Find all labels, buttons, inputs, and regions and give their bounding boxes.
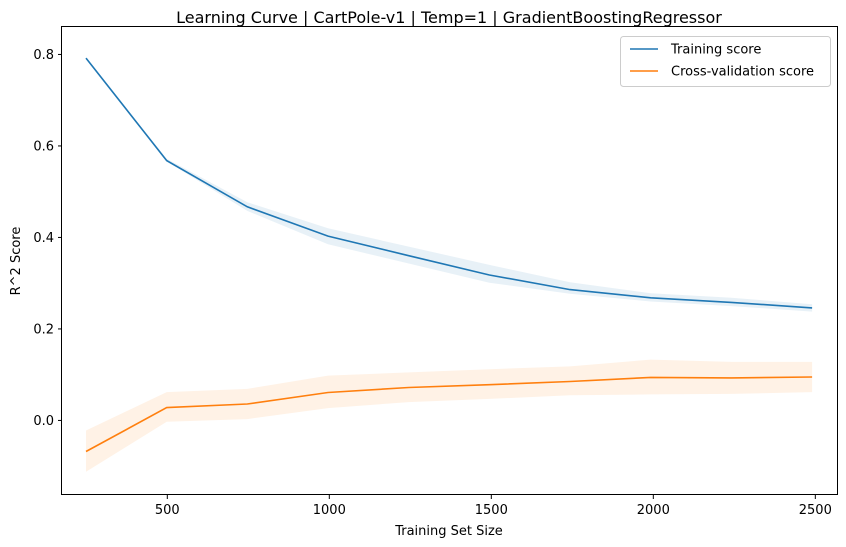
legend-label-0: Training score — [670, 43, 761, 58]
y-tick-label: 0.8 — [33, 48, 54, 63]
x-tick-label: 1500 — [475, 503, 508, 518]
x-axis-label: Training Set Size — [394, 524, 503, 539]
series-line-0 — [85, 57, 813, 309]
y-tick-label: 0.0 — [33, 414, 54, 429]
x-tick-label: 500 — [155, 503, 180, 518]
y-tick-label: 0.4 — [33, 231, 54, 246]
band-0 — [86, 58, 813, 312]
x-tick-label: 2500 — [799, 503, 832, 518]
y-tick-label: 0.2 — [33, 322, 54, 337]
legend-label-1: Cross-validation score — [671, 65, 814, 80]
x-axis: 500 1000 1500 2000 2500 — [155, 495, 832, 518]
x-tick-label: 1000 — [313, 503, 346, 518]
legend-box — [620, 36, 831, 87]
confidence-bands — [86, 58, 813, 472]
series-lines — [85, 57, 813, 453]
y-axis: 0.0 0.2 0.4 0.6 0.8 — [33, 48, 62, 429]
band-1 — [86, 359, 813, 472]
chart-title: Learning Curve | CartPole-v1 | Temp=1 | … — [176, 8, 722, 27]
x-tick-label: 2000 — [637, 503, 670, 518]
series-line-1 — [85, 376, 813, 453]
plot-frame — [61, 26, 838, 495]
legend: Training score Cross-validation score — [620, 36, 831, 87]
y-tick-label: 0.6 — [33, 139, 54, 154]
y-axis-label: R^2 Score — [9, 227, 24, 296]
